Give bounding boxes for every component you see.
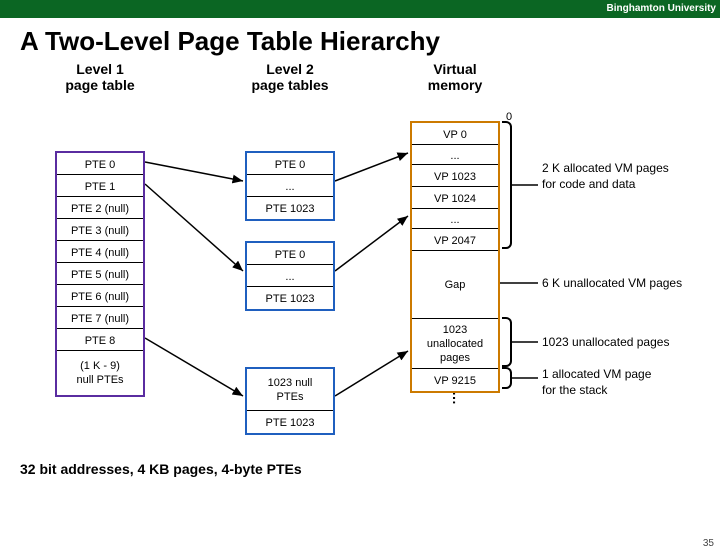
l2-table-b: PTE 0...PTE 1023 (245, 241, 335, 311)
vm-table-row: VP 2047 (412, 229, 498, 251)
vm-table-row: ... (412, 145, 498, 165)
l2-table-a: PTE 0...PTE 1023 (245, 151, 335, 221)
l2-table-b-row: ... (247, 265, 333, 287)
l1-table-row: PTE 8 (57, 329, 143, 351)
l1-table-row: PTE 2 (null) (57, 197, 143, 219)
vm-table: VP 0...VP 1023VP 1024...VP 2047Gap1023 u… (410, 121, 500, 393)
annotation-1: 2 K allocated VM pages for code and data (542, 161, 712, 192)
vertical-dots: … (450, 391, 466, 405)
l1-table-row: PTE 4 (null) (57, 241, 143, 263)
l2-table-c-row: 1023 null PTEs (247, 369, 333, 411)
vm-table-row: VP 1024 (412, 187, 498, 209)
l1-table: PTE 0PTE 1PTE 2 (null)PTE 3 (null)PTE 4 … (55, 151, 145, 397)
l1-table-row: PTE 5 (null) (57, 263, 143, 285)
l2-table-b-row: PTE 1023 (247, 287, 333, 309)
l1-table-row: (1 K - 9) null PTEs (57, 351, 143, 395)
l1-table-row: PTE 7 (null) (57, 307, 143, 329)
vm-table-row: ... (412, 209, 498, 229)
bracket-3 (502, 317, 512, 367)
l1-table-row: PTE 3 (null) (57, 219, 143, 241)
bracket-4 (502, 367, 512, 389)
vm-table-row: 1023 unallocated pages (412, 319, 498, 369)
bracket-1 (502, 121, 512, 249)
vm-table-row: Gap (412, 251, 498, 319)
l2-table-b-row: PTE 0 (247, 243, 333, 265)
col-label-l1: Level 1 page table (40, 61, 160, 93)
annotation-3: 1023 unallocated pages (542, 335, 712, 351)
l2-table-a-row: PTE 1023 (247, 197, 333, 219)
l1-table-row: PTE 6 (null) (57, 285, 143, 307)
vm-table-row: VP 9215 (412, 369, 498, 391)
annotation-2: 6 K unallocated VM pages (542, 276, 712, 292)
header-bar: Binghamton University (0, 0, 720, 18)
vm-table-row: VP 1023 (412, 165, 498, 187)
university-name: Binghamton University (607, 3, 716, 14)
col-label-vm: Virtual memory (395, 61, 515, 93)
diagram-stage: Level 1 page table Level 2 page tables V… (0, 61, 720, 551)
annotation-4: 1 allocated VM page for the stack (542, 367, 712, 398)
l2-table-a-row: ... (247, 175, 333, 197)
col-label-l2: Level 2 page tables (230, 61, 350, 93)
l1-table-row: PTE 1 (57, 175, 143, 197)
vm-table-row: VP 0 (412, 123, 498, 145)
page-title: A Two-Level Page Table Hierarchy (20, 26, 720, 57)
l1-table-row: PTE 0 (57, 153, 143, 175)
l2-table-c-row: PTE 1023 (247, 411, 333, 433)
l2-table-c: 1023 null PTEsPTE 1023 (245, 367, 335, 435)
l2-table-a-row: PTE 0 (247, 153, 333, 175)
footer-note: 32 bit addresses, 4 KB pages, 4-byte PTE… (20, 461, 302, 477)
